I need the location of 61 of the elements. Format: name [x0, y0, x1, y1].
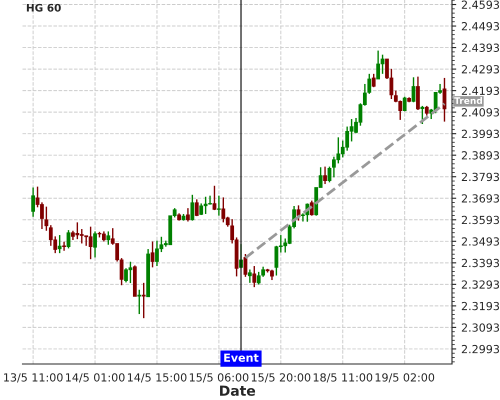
candlestick [376, 50, 380, 80]
candlestick [186, 207, 190, 222]
y-tick-label: 2.3893 [462, 151, 500, 160]
y-tick-label: 2.2993 [462, 344, 500, 354]
candlestick [31, 186, 36, 218]
candlestick [244, 253, 248, 278]
x-tick-label: 18/5 11:00 [314, 373, 372, 382]
candlestick [216, 194, 221, 216]
annotation: Event [224, 354, 259, 362]
y-tick-label: 2.3493 [462, 237, 500, 246]
candlestick [221, 196, 226, 224]
candlestick [93, 230, 97, 258]
candlestick [204, 196, 208, 215]
y-tick-label: 2.4593 [462, 0, 500, 9]
candlestick [62, 241, 66, 252]
candlestick [88, 226, 93, 260]
candlestick [424, 105, 429, 116]
candlestick [150, 240, 154, 268]
candlestick [212, 185, 216, 211]
x-tick-label: 14/5 01:00 [66, 373, 125, 382]
y-tick-label: 2.4293 [462, 65, 500, 74]
y-tick-label: 2.3293 [462, 280, 500, 289]
candlestick [336, 136, 340, 164]
candlestick [402, 96, 407, 112]
y-tick-label: 2.3693 [462, 194, 500, 203]
y-tick-label: 2.3793 [462, 172, 500, 182]
y-tick-label: 2.4093 [462, 108, 500, 117]
y-tick-label: 2.3993 [462, 130, 500, 138]
candlestick [416, 76, 420, 111]
x-tick-label: 19/5 02:00 [376, 373, 434, 382]
x-tick-label: 14/5 15:00 [128, 373, 186, 382]
candlestick [412, 76, 416, 103]
candlestick [248, 268, 252, 284]
candlestick [256, 271, 261, 286]
candlestick [102, 230, 106, 242]
series-label: Trend [454, 97, 482, 104]
candlestick [190, 194, 194, 222]
y-tick-label: 2.4493 [462, 22, 500, 30]
candlestick [58, 234, 62, 254]
candlestick [66, 229, 70, 250]
candlestick [194, 198, 199, 217]
candlestick [80, 228, 84, 244]
candlestick [420, 105, 424, 125]
candlestick [442, 77, 446, 122]
candlestick [75, 222, 80, 240]
x-axis-title: Date [220, 386, 256, 396]
x-tick-label: 15/5 06:00 [190, 373, 248, 382]
y-tick-label: 2.4193 [462, 86, 500, 96]
y-tick-label: 2.3093 [462, 323, 500, 332]
y-tick-label: 2.3593 [462, 216, 500, 224]
candlestick [372, 73, 376, 88]
candlestick [345, 126, 350, 152]
candlestick [199, 202, 204, 216]
y-tick-label: 2.3393 [462, 258, 500, 268]
candlestick [323, 166, 327, 185]
y-tick-label: 2.3193 [462, 302, 500, 310]
candlestick [252, 265, 256, 288]
y-tick-label: 2.4393 [462, 44, 500, 52]
x-tick-label: 13/5 11:00 [4, 373, 63, 382]
x-tick-label: 15/5 20:00 [252, 373, 310, 382]
chart-title: HG 60 [26, 4, 61, 12]
